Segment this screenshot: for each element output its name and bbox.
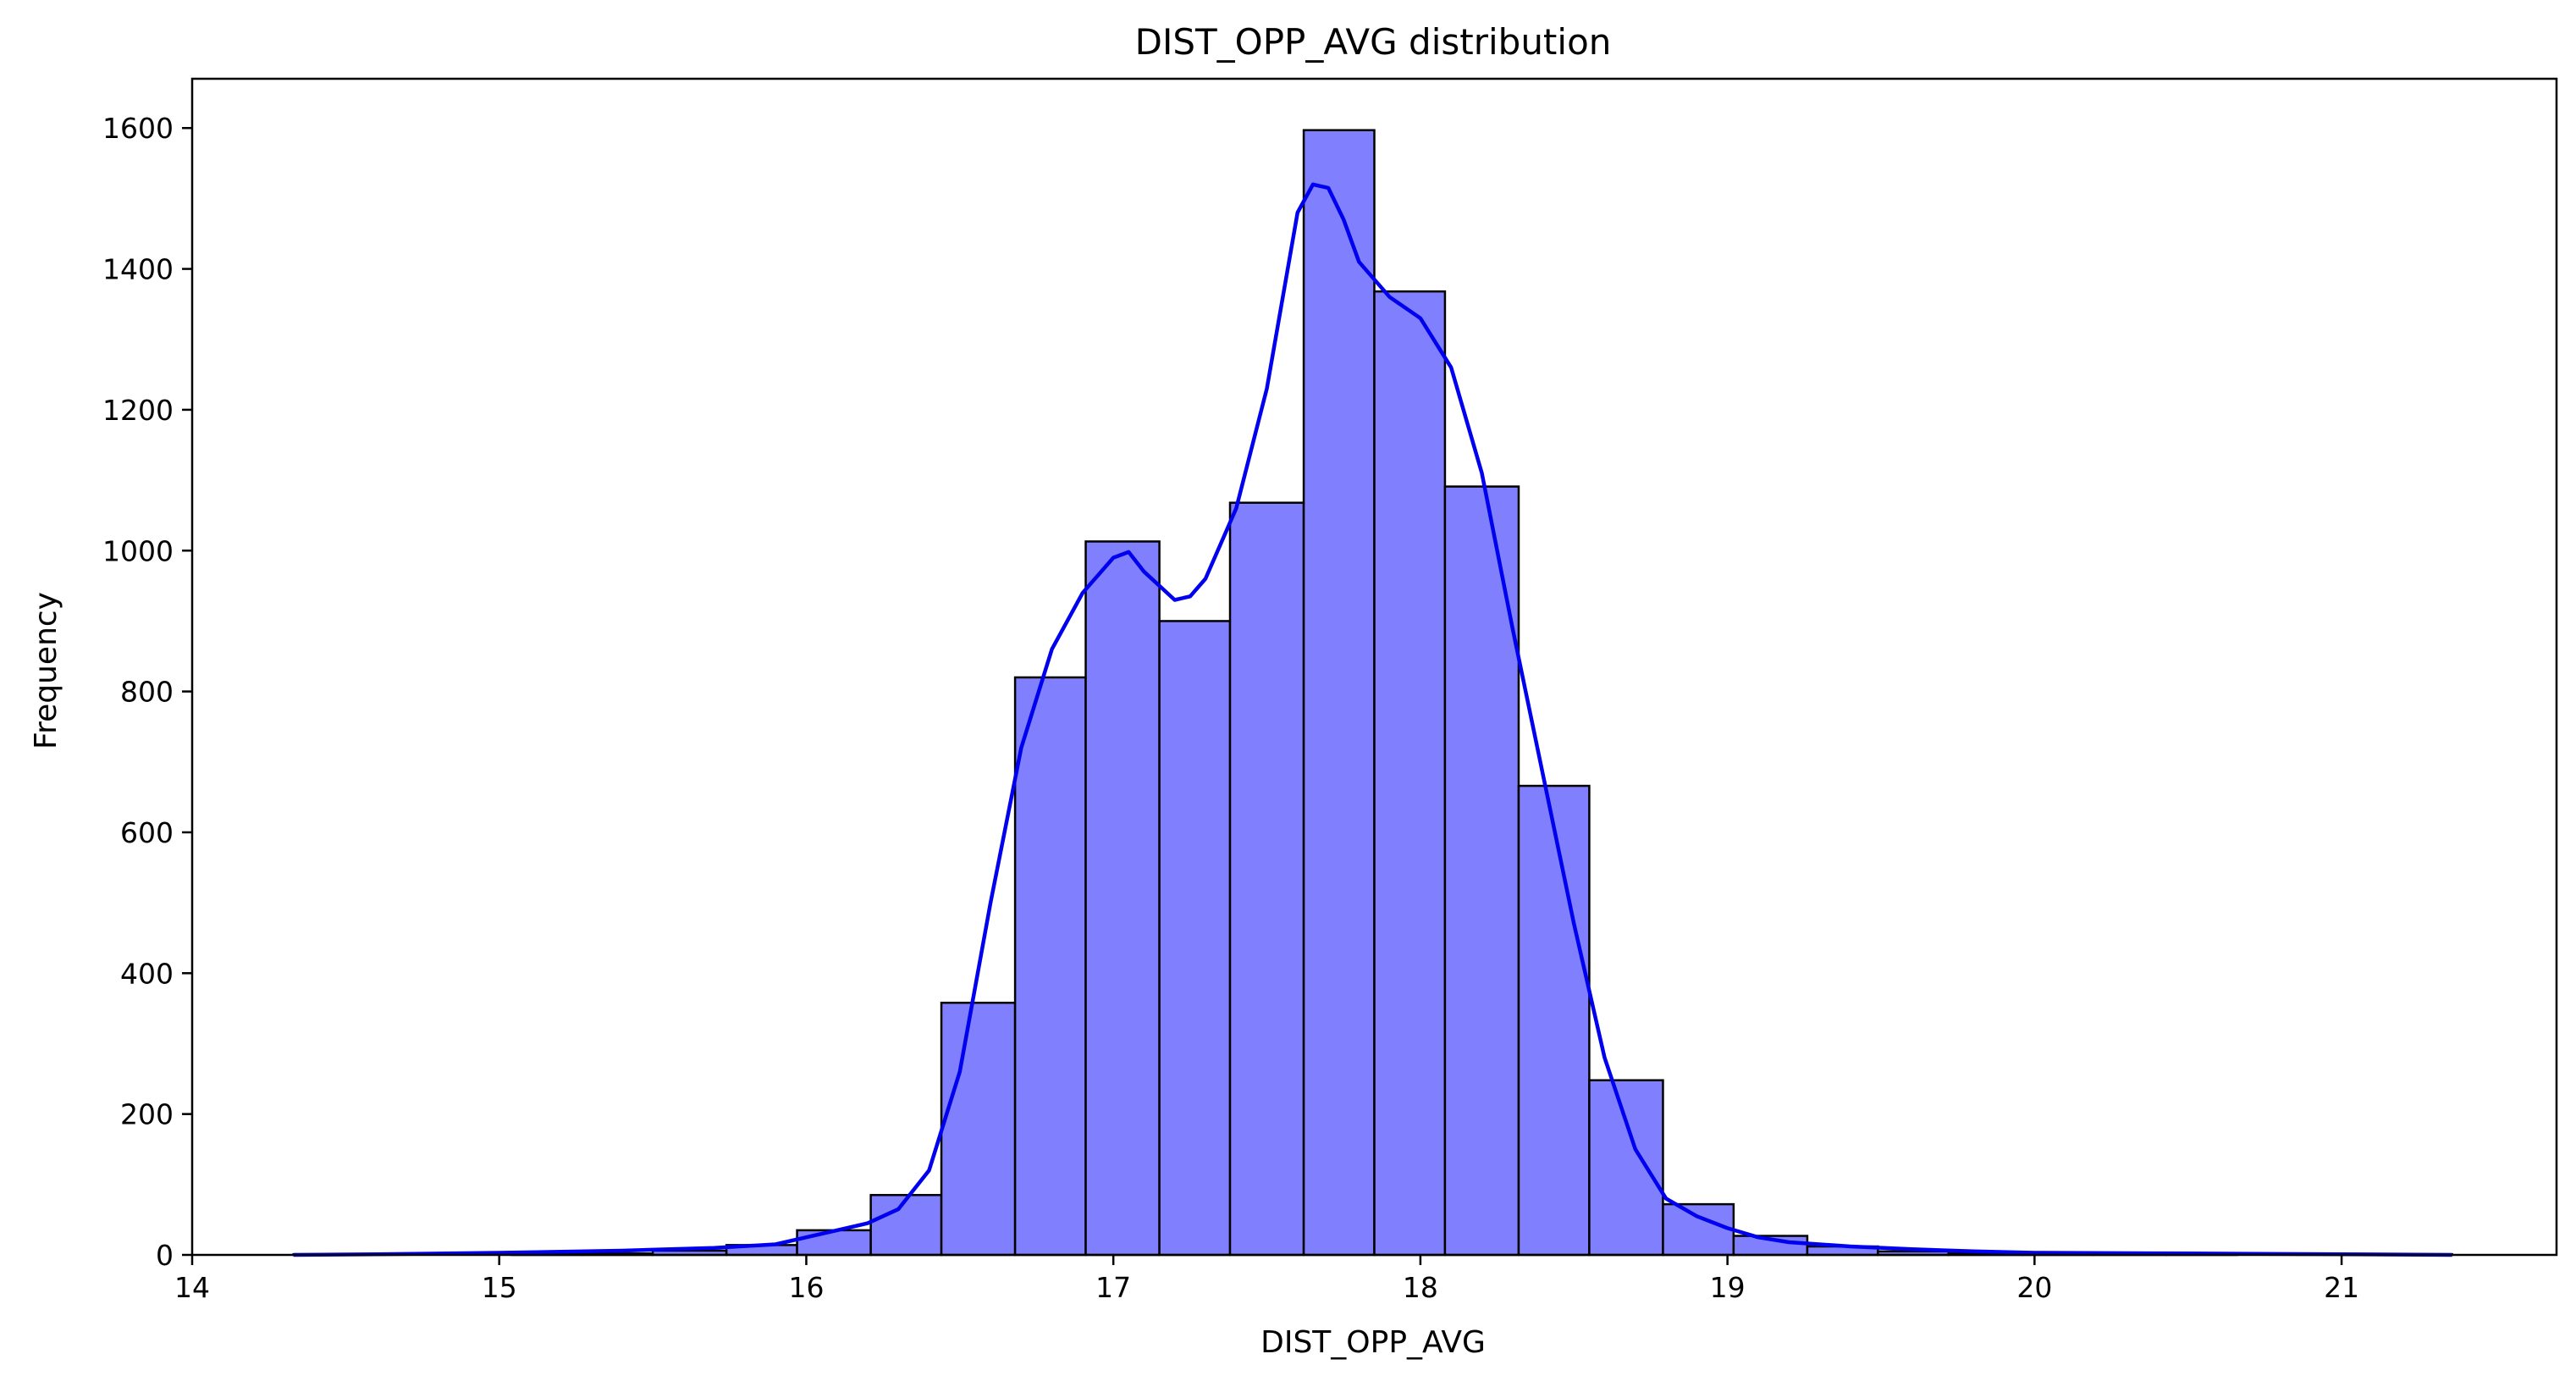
y-tick-label: 0 bbox=[156, 1239, 174, 1272]
y-tick-label: 1600 bbox=[102, 112, 174, 145]
histogram-bar bbox=[1158, 620, 1232, 1257]
x-tick-label: 20 bbox=[2016, 1271, 2052, 1304]
histogram-bars bbox=[292, 129, 2453, 1257]
x-tick-label: 17 bbox=[1095, 1271, 1131, 1304]
y-tick-label: 1200 bbox=[102, 394, 174, 427]
y-tick-label: 1400 bbox=[102, 253, 174, 286]
y-tick-label: 200 bbox=[120, 1098, 174, 1131]
histogram-bar bbox=[1228, 501, 1305, 1257]
x-tick-label: 15 bbox=[482, 1271, 517, 1304]
histogram-bar bbox=[1662, 1202, 1735, 1257]
histogram-bar bbox=[1013, 676, 1087, 1257]
plot-area-frame bbox=[190, 77, 2558, 1257]
y-axis-ticks: 0 200 400 600 800 1000 1200 1400 1600 bbox=[102, 112, 192, 1272]
y-tick-label: 600 bbox=[120, 816, 174, 849]
histogram-bar bbox=[1084, 540, 1161, 1257]
histogram-bar bbox=[1517, 784, 1591, 1257]
histogram-bar bbox=[869, 1194, 943, 1257]
kde-curve bbox=[293, 182, 2452, 1257]
x-tick-label: 16 bbox=[788, 1271, 824, 1304]
chart-title: DIST_OPP_AVG distribution bbox=[1135, 21, 1612, 63]
histogram-bar bbox=[1302, 129, 1376, 1257]
y-axis-label: Frequency bbox=[29, 592, 63, 749]
x-tick-label: 21 bbox=[2324, 1271, 2359, 1304]
x-axis-label: DIST_OPP_AVG bbox=[1260, 1325, 1486, 1360]
histogram-bar bbox=[796, 1229, 872, 1257]
histogram-bar bbox=[1373, 290, 1447, 1257]
x-tick-label: 14 bbox=[174, 1271, 210, 1304]
y-tick-label: 800 bbox=[120, 676, 174, 709]
x-axis-ticks: 14 15 16 17 18 19 20 21 bbox=[174, 1255, 2359, 1304]
y-tick-label: 1000 bbox=[102, 534, 174, 567]
histogram-bar bbox=[1588, 1079, 1664, 1257]
histogram-bar bbox=[940, 1001, 1017, 1257]
x-tick-label: 19 bbox=[1710, 1271, 1746, 1304]
x-tick-label: 18 bbox=[1403, 1271, 1438, 1304]
y-tick-label: 400 bbox=[120, 957, 174, 990]
